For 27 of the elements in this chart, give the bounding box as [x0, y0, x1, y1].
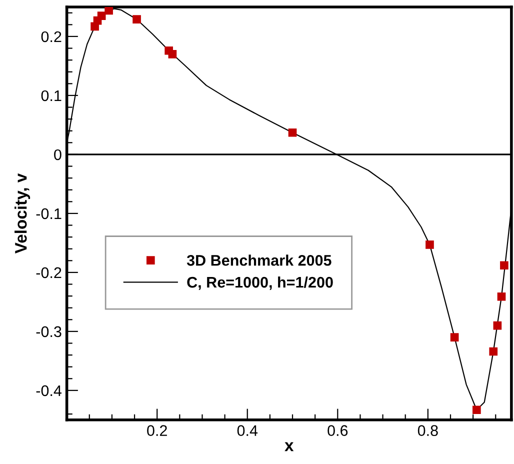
y-tick-label: 0: [54, 149, 62, 160]
point: [288, 128, 297, 137]
x-tick-label: 0.2: [147, 425, 167, 436]
y-tick-label: -0.2: [36, 267, 62, 278]
point: [489, 347, 498, 356]
x-tick-label: 0.4: [237, 425, 258, 436]
point: [500, 261, 508, 270]
y-tick-label: 0.2: [41, 31, 62, 42]
point: [472, 406, 481, 414]
y-tick-label: -0.3: [36, 326, 62, 338]
legend-label: 3D Benchmark 2005: [186, 254, 332, 266]
legend-label: C, Re=1000, h=1/200: [187, 276, 333, 290]
point: [132, 15, 141, 24]
point: [168, 50, 177, 58]
x-tick-label: 0.6: [328, 425, 348, 436]
point: [493, 321, 502, 330]
point: [450, 333, 459, 342]
y-tick-label: -0.1: [36, 208, 62, 220]
y-axis-title: Velocity, v: [14, 173, 30, 254]
x-axis-title: x: [284, 442, 294, 452]
point: [97, 12, 106, 20]
point: [104, 6, 113, 15]
point: [497, 292, 506, 301]
x-tick-label: 0.8: [418, 425, 438, 436]
y-tick-label: -0.4: [36, 385, 62, 396]
y-tick-label: 0.1: [41, 90, 62, 102]
point: [426, 240, 434, 249]
